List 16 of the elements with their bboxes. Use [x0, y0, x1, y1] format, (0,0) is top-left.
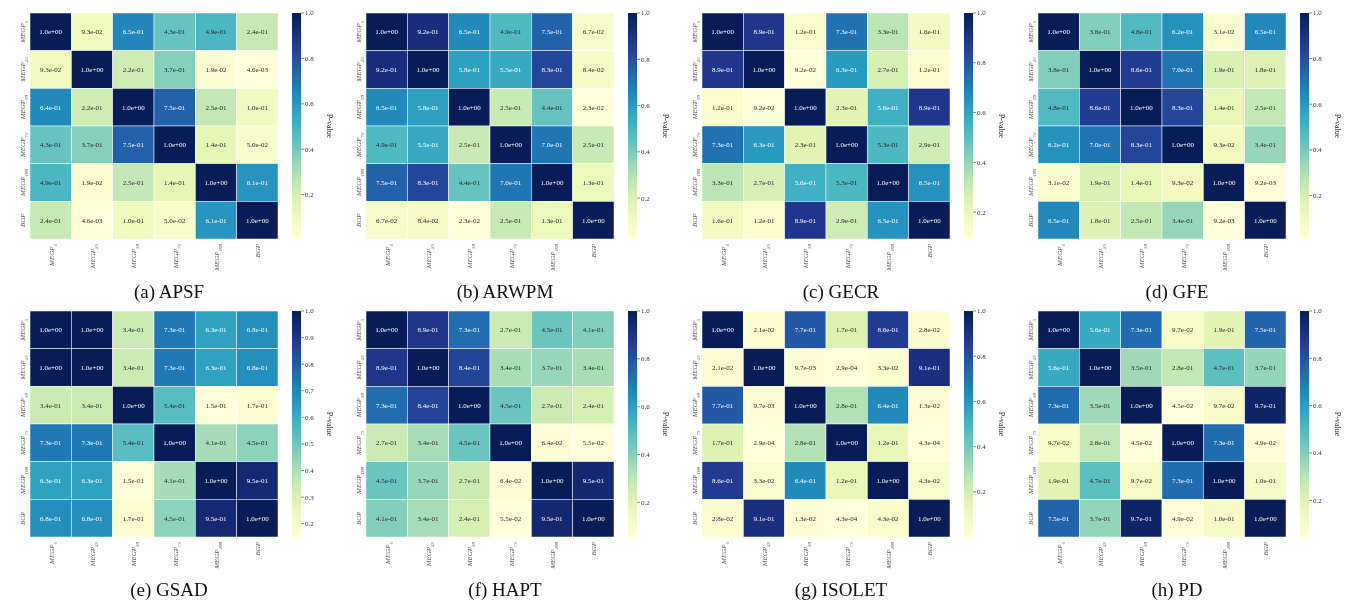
text: (f) HAPT — [468, 579, 543, 601]
text: (a) APSF — [133, 281, 205, 303]
color-bar-title: P-value — [997, 113, 1006, 139]
color-bar-title: P-value — [661, 411, 670, 437]
text: (e) GSAD — [130, 579, 208, 601]
color-bar-title: P-value — [325, 411, 334, 437]
color-bar-title: P-value — [1333, 411, 1342, 437]
color-bar-title: P-value — [325, 113, 334, 139]
text: (g) ISOLET — [794, 579, 888, 601]
color-bar-title: P-value — [997, 411, 1006, 437]
text: (h) PD — [1151, 579, 1203, 601]
color-bar-title: P-value — [1333, 113, 1342, 139]
text: (b) ARWPM — [456, 281, 554, 303]
text: (c) GECR — [802, 281, 880, 303]
color-bar-title: P-value — [661, 113, 670, 139]
text: (d) GFE — [1145, 281, 1209, 303]
